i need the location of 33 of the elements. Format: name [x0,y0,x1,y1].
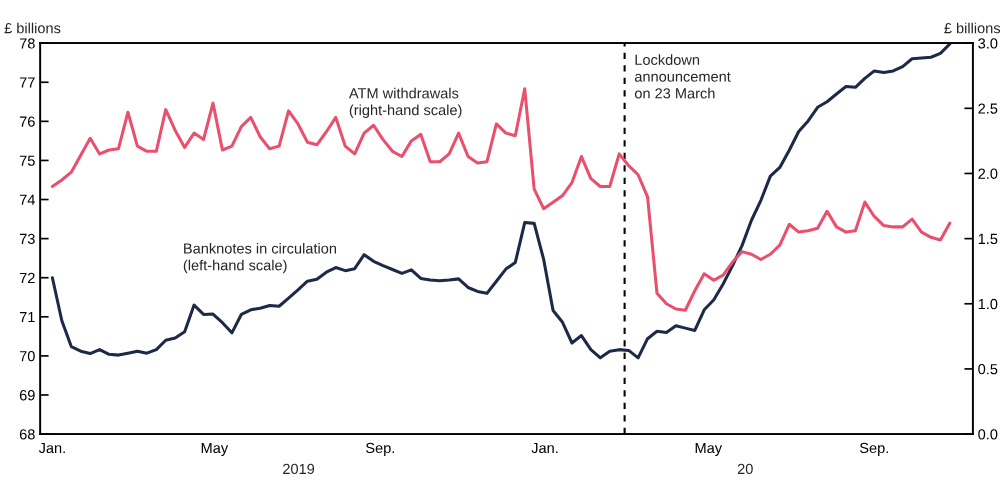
y-tick-label: 70 [19,350,35,362]
y-tick-label: 76 [19,116,35,127]
y-tick-label: 72 [19,272,35,283]
y-tick-label: 68 [19,429,35,440]
x-tick-label: Jan. [531,442,558,454]
x-tick-label: Jan. [38,442,65,454]
y-tick-label: 69 [19,390,35,401]
y-tick-label: 74 [19,194,35,205]
annotation: ATM withdrawals (right-hand scale) [348,87,462,119]
text: 2019 [283,463,315,475]
y2-tick-label: 2.0 [978,168,998,179]
y2-tick-label: 0.5 [978,364,998,375]
text: 20 [737,463,753,475]
x-tick-label: Sep. [366,442,394,456]
y2-tick-label: 3.0 [978,38,998,49]
y-tick-label: 77 [19,77,35,88]
y2-axis-title: £ billions [944,22,1001,34]
ref-line-label: Lockdown announcement on 23 March [634,54,731,99]
x-tick-label: May [695,442,723,456]
y-tick-label: 71 [19,312,35,323]
y-tick-label: 78 [19,38,35,49]
line-series [50,87,952,312]
y-tick-label: 75 [19,155,35,166]
y2-tick-label: 1.0 [978,298,998,310]
x-tick-label: May [201,442,229,456]
annotation: Banknotes in circulation (left-hand scale) [183,242,336,274]
y-axis-title: £ billions [4,22,61,34]
y-tick-label: 73 [19,233,35,245]
y2-tick-label: 2.5 [978,103,998,114]
y2-tick-label: 0.0 [978,429,998,440]
x-tick-label: Sep. [859,442,888,456]
line-series [50,43,952,360]
y2-tick-label: 1.5 [978,233,998,245]
